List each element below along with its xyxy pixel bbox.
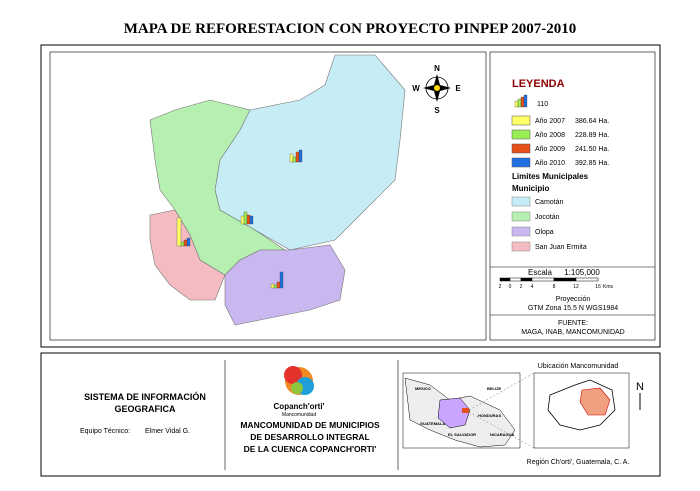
scale-segment <box>520 277 533 282</box>
compass-w: W <box>412 84 420 93</box>
mancomunidad <box>579 387 611 416</box>
compass-s: S <box>434 106 440 115</box>
scale-unit: Kms <box>603 284 614 290</box>
legend-municipio: Jocotán <box>535 214 560 221</box>
compass-e: E <box>455 84 461 93</box>
leader <box>468 411 535 449</box>
map-frame <box>49 51 487 341</box>
location-title: Ubicación Mancomunidad <box>538 363 619 370</box>
scale-bar: 2 0 2 4 8 12 16 Kms <box>499 277 614 290</box>
source-text: MAGA, INAB, MANCOMUNIDAD <box>521 329 624 336</box>
legend-symbol-label: 110 <box>537 101 548 108</box>
team-name: Elmer Vidal G. <box>145 428 190 435</box>
legend-area: 228.89 Ha. <box>575 132 609 139</box>
legend-swatch <box>511 211 531 222</box>
municipio-title: Municipio <box>512 184 549 193</box>
logo <box>284 366 314 395</box>
country-label: NICARAGUA <box>490 432 515 437</box>
projection-text: GTM Zona 15.5 N WGS1984 <box>528 305 618 312</box>
legend-municipio: Camotán <box>535 199 564 206</box>
guatemala <box>437 397 471 429</box>
org-line: DE LA CUENCA COPANCH'ORTI' <box>244 444 377 454</box>
region-label: Región Ch'orti', Guatemala, C. A. <box>527 459 630 466</box>
legend-swatch <box>511 143 531 154</box>
scale-segment <box>509 277 522 282</box>
top-frame <box>40 44 661 348</box>
legend-area: 386.64 Ha. <box>575 118 609 125</box>
scale-tick: 2 <box>499 284 502 290</box>
leader <box>468 372 535 411</box>
system-title: SISTEMA DE INFORMACIÓN <box>84 391 206 402</box>
compass: N S E W <box>412 64 461 115</box>
legend-title: LEYENDA <box>512 78 565 90</box>
municipalities <box>149 54 406 326</box>
scale-tick: 2 <box>520 284 523 290</box>
country-label: MEXICO <box>415 386 431 391</box>
scale-tick: 8 <box>553 284 556 290</box>
bottom-frame <box>40 352 661 477</box>
region-marker <box>462 408 469 413</box>
country-labels: MEXICO BELIZE HONDURAS GUATEMALA EL SALVADOR… <box>415 386 515 437</box>
org-line: DE DESARROLLO INTEGRAL <box>250 432 369 442</box>
legend-municipio: Olopa <box>535 229 554 236</box>
scale-segment <box>575 277 599 282</box>
legend-swatch <box>511 196 531 207</box>
title: MAPA DE REFORESTACION CON PROYECTO PINPE… <box>124 21 577 37</box>
legend-area: 392.85 Ha. <box>575 160 609 167</box>
legend-year: Año 2010 <box>535 160 565 167</box>
country-label: GUATEMALA <box>420 421 445 426</box>
scale-segment <box>531 277 555 282</box>
legend-swatch <box>511 157 531 168</box>
legend-year: Año 2007 <box>535 118 565 125</box>
north: N <box>636 381 644 393</box>
scale-tick: 0 <box>509 284 512 290</box>
limits-title: Limites Municipales <box>512 172 589 181</box>
legend-frame <box>489 51 656 341</box>
bar-symbols <box>176 149 303 289</box>
bar-symbol <box>176 217 191 247</box>
legend-swatch <box>511 129 531 140</box>
logo-sub: Mancomunidad <box>282 412 316 418</box>
legend-swatch <box>511 115 531 126</box>
bar-symbol <box>270 271 284 289</box>
legend-swatch <box>511 241 531 252</box>
projection-title: Proyección <box>556 296 591 303</box>
scale-tick: 16 <box>595 284 601 290</box>
country-label: HONDURAS <box>478 413 501 418</box>
country-label: BELIZE <box>487 386 502 391</box>
scale-tick: 4 <box>531 284 534 290</box>
legend-municipios: Camotán Jocotán Olopa San Juan Ermita <box>511 196 587 252</box>
legend-area: 241.50 Ha. <box>575 146 609 153</box>
compass-n: N <box>434 64 440 73</box>
legend-municipio: San Juan Ermita <box>535 244 587 251</box>
bar-symbol <box>289 149 303 163</box>
legend-swatch <box>511 226 531 237</box>
san-juan-ermita <box>149 209 226 301</box>
bar-symbol <box>240 211 254 225</box>
legend-year: Año 2008 <box>535 132 565 139</box>
source-title: FUENTE: <box>558 320 588 327</box>
olopa <box>224 244 346 326</box>
scale-title: Escala <box>528 268 553 277</box>
country-label: EL SALVADOR <box>448 432 476 437</box>
system-title: GEOGRAFICA <box>114 404 176 414</box>
org-line: MANCOMUNIDAD DE MUNICIPIOS <box>240 420 380 430</box>
legend-years: Año 2007 386.64 Ha. Año 2008 228.89 Ha. Año … <box>511 115 609 168</box>
scale-tick: 12 <box>573 284 579 290</box>
scale-segment <box>499 277 511 282</box>
team-label: Equipo Técnico: <box>80 428 130 435</box>
scale-segment <box>553 277 577 282</box>
legend-year: Año 2009 <box>535 146 565 153</box>
legend-symbol <box>514 94 528 108</box>
scale-ratio: 1:105,000 <box>564 268 600 277</box>
logo-name: Copanch'orti' <box>274 402 325 411</box>
